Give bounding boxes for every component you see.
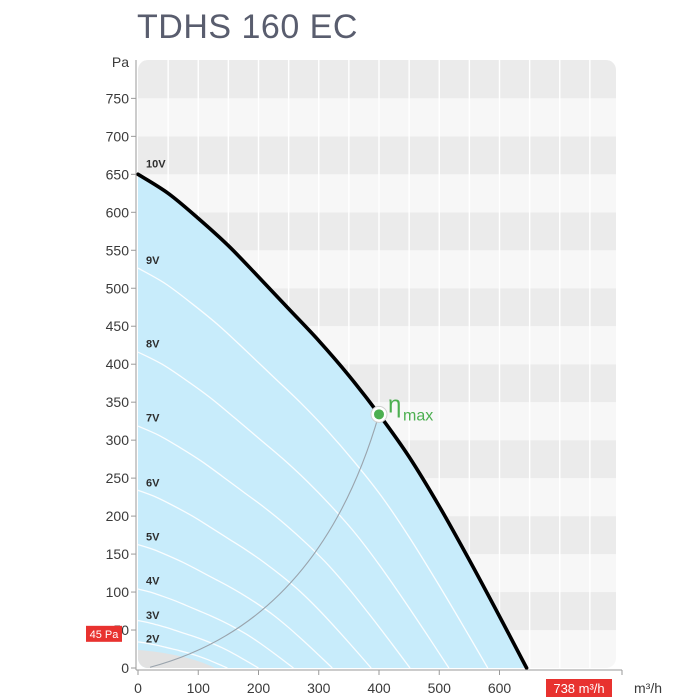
voltage-label: 7V <box>146 412 160 424</box>
eta-max-marker: η max <box>370 391 433 424</box>
x-tick-label: 200 <box>247 680 271 696</box>
y-tick-label: 350 <box>106 394 130 410</box>
y-tick-label: 150 <box>106 546 130 562</box>
max-curve <box>136 172 529 670</box>
voltage-label: 5V <box>146 532 160 544</box>
tick-labels: 0501001502002503003504004505005506006507… <box>106 54 662 696</box>
voltage-curve <box>138 267 489 668</box>
pressure-marker-label: 45 Pa <box>90 629 120 641</box>
voltage-curve <box>138 543 333 668</box>
voltage-curve <box>138 351 450 668</box>
y-tick-label: 500 <box>106 280 130 296</box>
y-tick-label: 250 <box>106 470 130 486</box>
eta-max-subscript: max <box>403 407 433 424</box>
eta-max-point <box>374 409 384 420</box>
max-curve-layer <box>136 172 529 670</box>
x-tick-label: 300 <box>307 680 331 696</box>
chart-title: TDHS 160 EC <box>137 8 358 46</box>
voltage-curves <box>138 267 489 668</box>
x-tick-label: 600 <box>488 680 512 696</box>
y-tick-label: 0 <box>121 660 129 676</box>
voltage-curve <box>138 489 372 668</box>
y-tick-label: 600 <box>106 204 130 220</box>
voltage-label: 6V <box>146 478 160 490</box>
voltage-label: 4V <box>146 576 160 588</box>
x-tick-label: 100 <box>187 680 211 696</box>
y-tick-label: 650 <box>106 166 130 182</box>
voltage-curve <box>138 619 259 668</box>
operating-area-fill <box>138 174 527 668</box>
y-tick-label: 200 <box>106 508 130 524</box>
background-band <box>138 136 616 175</box>
y-tick-label: 750 <box>106 90 130 106</box>
voltage-label-max: 10V <box>146 158 166 170</box>
y-tick-label: 400 <box>106 356 130 372</box>
y-tick-label: 300 <box>106 432 130 448</box>
system-curve <box>149 414 380 668</box>
voltage-label: 8V <box>146 339 160 351</box>
y-tick-label: 450 <box>106 318 130 334</box>
pressure-marker-box <box>86 625 122 642</box>
background-band <box>138 60 616 62</box>
voltage-label: 2V <box>146 633 160 645</box>
eta-max-label: η <box>388 391 401 418</box>
flow-marker-box <box>546 679 612 697</box>
x-tick-label: 500 <box>428 680 452 696</box>
x-tick-label: 400 <box>367 680 391 696</box>
background-band <box>138 60 616 99</box>
background-band <box>138 98 616 137</box>
voltage-curve <box>138 425 411 668</box>
flow-marker-label: 738 m³/h <box>553 681 604 696</box>
x-axis-label: m³/h <box>634 680 662 696</box>
value-markers: 45 Pa 738 m³/h <box>86 625 612 697</box>
y-axis-label: Pa <box>112 54 129 70</box>
y-tick-label: 700 <box>106 128 130 144</box>
voltage-labels: 10V 9V 8V 7V 6V 5V 4V 3V 2V <box>146 158 166 645</box>
y-tick-label: 550 <box>106 242 130 258</box>
voltage-curve <box>138 588 294 668</box>
x-tick-label: 0 <box>134 680 142 696</box>
voltage-label: 9V <box>146 255 160 267</box>
voltage-curve <box>138 641 228 668</box>
background-band <box>138 174 616 213</box>
voltage-label: 3V <box>146 610 160 622</box>
y-tick-label: 100 <box>106 584 130 600</box>
